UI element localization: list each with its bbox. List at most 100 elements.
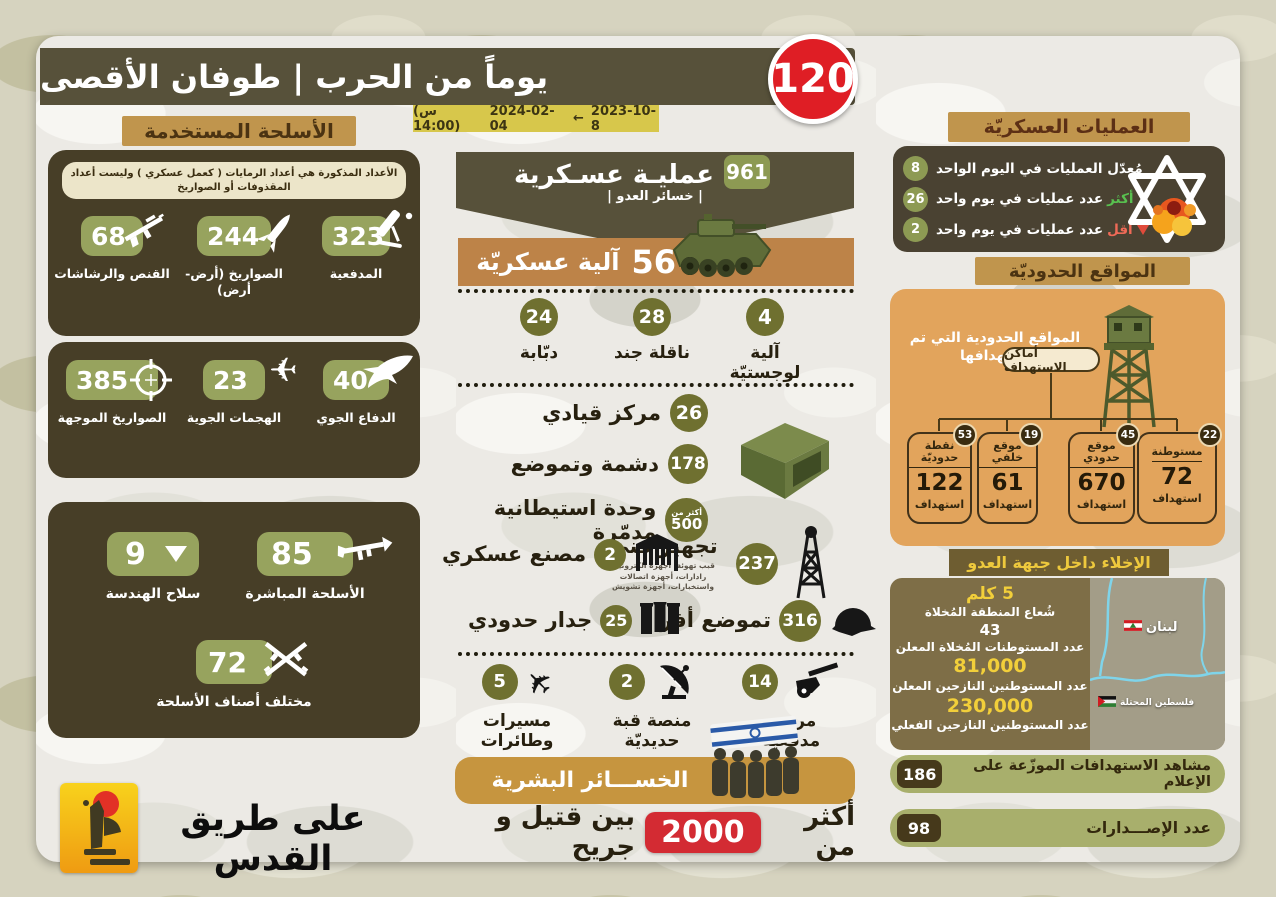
stat-label: عدد الإصـــدارات [1086, 819, 1211, 837]
weapons-box-3: 85 الأسلحة المباشرة 9 سلاح الهندسة 72 [48, 502, 420, 738]
count-badge: 53 [953, 423, 977, 447]
casualties-suffix: بين قتيل و جريح [495, 802, 636, 862]
site-name: موقع خلفي [979, 439, 1036, 469]
stat-value: 2 [594, 539, 627, 571]
stat-label: جدار حدودي [468, 608, 593, 633]
factory-icon [634, 532, 680, 578]
stat-value: 385 [76, 365, 129, 395]
stat-value: 85 [271, 536, 313, 572]
casualties-title: الخســـائر البشرية [491, 768, 689, 793]
site-value: 72 [1160, 464, 1193, 491]
stat-value: 98 [897, 814, 941, 842]
stat-label: مختلف أصناف الأسلحة [156, 694, 312, 710]
ops-rate-row: 8 مُعدّل العمليات في اليوم الواحد [903, 155, 1215, 182]
site-unit: استهداف [1152, 491, 1202, 505]
media-scenes-bar: 186 مشاهد الاستهدافات الموزّعة على الإعل… [890, 755, 1225, 793]
stat-value: 81,000 [953, 655, 1027, 678]
stat-value: 14 [742, 664, 778, 700]
stat-value: 5 كلم [966, 584, 1014, 604]
artillery-icon [786, 661, 840, 703]
stat-value: 178 [668, 444, 708, 484]
page-title: يوماً من الحرب | طوفان الأقصى [40, 57, 549, 96]
border-wall-icon [640, 601, 681, 640]
asset-stat-drones: ✈ 5 مسيرات وطائرات [472, 659, 562, 751]
stat-label: الصواريخ (أرض-أرض) [185, 266, 283, 297]
asset-stat-iron-dome: 2 منصة قبة حديديّة [596, 660, 708, 751]
structure-stat-settlement-units: أكثر من 500 وحدة استيطانية مدمّرة [430, 496, 708, 544]
stat-label: سلاح الهندسة [105, 586, 201, 602]
site-unit: استهداف [914, 497, 965, 511]
site-name: موقع حدودي [1070, 439, 1133, 469]
days-counter-badge: 120 [768, 34, 858, 124]
tree-connectors [938, 373, 1178, 431]
border-sites-title: المواقع الحدوديّة [1008, 260, 1157, 282]
weapon-stat-sniping: 68 القنص والرشاشات [54, 213, 170, 282]
weapon-stat-air-attacks: 23 ✈ الهجمات الجوية [176, 348, 297, 426]
days-count: 120 [771, 56, 855, 102]
destroyed-structures: 26 مركز قيادي 178 دشمة وتموضع أكثر من 50… [430, 394, 708, 556]
stat-value: 9 [125, 536, 146, 572]
stat-value: 26 [903, 186, 928, 212]
weapons-note: الأعداد المذكورة هي أعداد الرمايات ( كعم… [62, 162, 406, 199]
air-defense-icon [361, 352, 415, 396]
stat-value: 68 [91, 221, 126, 251]
drone-icon: ✈ [516, 659, 562, 705]
site-value: 122 [915, 470, 964, 497]
vehicle-stat-carrier: 28 ناقلة جند [597, 298, 707, 383]
stat-prefix: أكثر من [671, 507, 702, 517]
stat-label: الدفاع الجوي [316, 410, 396, 425]
vehicle-stat-tank: 24 دبّابة [484, 298, 594, 383]
site-card-settlement: 22 مستوطنة 72 استهداف [1137, 423, 1222, 524]
stat-value: 186 [897, 760, 943, 788]
date-range-bar: (س 14:00) 2024-02-04 ← 2023-10-8 [413, 104, 659, 134]
stat-highlight: أقل [1107, 221, 1133, 238]
watchtower-illustration [1082, 297, 1172, 435]
stat-value: 43 [979, 620, 1001, 639]
casualties-prefix: أكثر من [804, 802, 855, 862]
stat-label: مُعدّل العمليات في اليوم الواحد [936, 160, 1143, 177]
map-label-palestine: فلسطين المحتلة [1098, 696, 1194, 710]
lebanon-flag-icon [1124, 620, 1142, 635]
site-unit: استهداف [1076, 497, 1127, 511]
map-label-lebanon: لبنان [1124, 620, 1177, 635]
pill-label: أماكن الاستهداف [1004, 345, 1067, 374]
stat-value: 5 [481, 664, 518, 700]
down-arrow-icon [165, 546, 187, 562]
country-label: لبنان [1146, 620, 1178, 635]
stat-value: 316 [779, 600, 822, 642]
stat-value: 237 [736, 543, 778, 585]
casualties-value: 2000 [645, 811, 761, 853]
evacuation-title: الإخلاء داخل جبهة العدو [967, 553, 1151, 572]
stat-value: 2 [609, 664, 645, 700]
stat-label: عدد المستوطنين النازحين المعلن [892, 678, 1088, 693]
count-badge: 45 [1116, 423, 1140, 447]
star-explosion-icon [1116, 152, 1218, 252]
equipment-stat-border-wall: 25 جدار حدودي [468, 601, 681, 640]
stat-label: المدفعية [329, 266, 383, 281]
radar-dome-icon [653, 659, 695, 705]
site-card-rear-site: 19 موقع خلفي 61 استهداف [977, 423, 1043, 524]
stat-label: الهجمات الجوية [186, 410, 282, 425]
hezbollah-emblem [83, 791, 130, 865]
structure-stat-bunker: 178 دشمة وتموضع [511, 444, 708, 484]
weapons-box-2: 40 الدفاع الجوي 23 ✈ الهجمات الجوية 385 [48, 342, 420, 478]
stat-value: 28 [633, 298, 671, 336]
ops-min-row: 2 أقل عدد عمليات في يوم واحد [903, 216, 1215, 243]
enemy-losses-label: | خسائر العدو | [607, 189, 703, 204]
stat-value: 72 [208, 645, 247, 679]
stat-note: قبب تهوئة، أجهزة الكترونيّة، رادارات، أج… [611, 561, 715, 592]
evacuation-section-header: الإخلاء داخل جبهة العدو [949, 549, 1169, 576]
weapon-stat-air-defense: 40 الدفاع الجوي [298, 355, 414, 426]
dotted-divider [458, 289, 854, 293]
arrow-left-icon: ← [573, 111, 584, 126]
weapon-stat-direct: 85 الأسلحة المباشرة [230, 532, 393, 604]
stat-label: عدد المستوطنين النازحين الفعلي [891, 718, 1089, 733]
stat-value: 40 [333, 365, 368, 395]
vehicles-label: آلية عسكريّة [476, 248, 620, 276]
missile-icon [256, 208, 297, 260]
destroyed-assets: 14 مربض مدفعية 2 منصة قبة حديديّة ✈ [458, 659, 854, 751]
weapon-stat-rockets: 244 الصواريخ (أرض-أرض) [176, 214, 292, 297]
stat-value: 2 [903, 217, 928, 242]
tank-illustration [660, 204, 780, 294]
